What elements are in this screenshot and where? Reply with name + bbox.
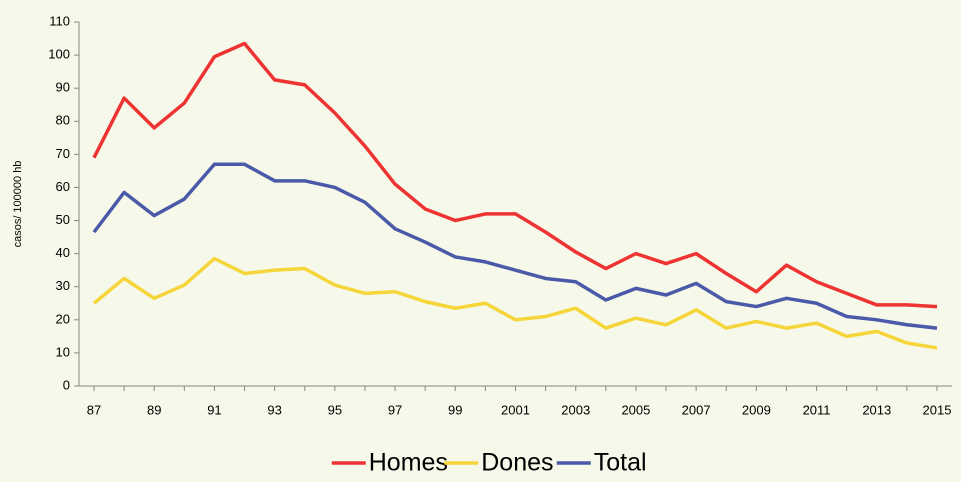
y-tick-label: 30 [56, 278, 70, 293]
legend: Homes Dones Total [331, 449, 647, 477]
x-tick-label: 89 [147, 402, 161, 417]
y-tick-label: 10 [56, 344, 70, 359]
y-tick-label: 110 [49, 13, 70, 28]
y-tick-label: 90 [56, 80, 70, 95]
series-line [92, 41, 938, 309]
series-line [92, 162, 938, 330]
x-tick-label: 2005 [621, 402, 650, 417]
x-tick-label: 2003 [561, 402, 590, 417]
legend-label: Total [594, 449, 647, 477]
x-tick-label: 95 [328, 402, 342, 417]
x-tick-label: 2009 [742, 402, 771, 417]
y-axis-label: casos/ 100000 hb [12, 161, 24, 248]
y-tick-label: 60 [56, 179, 70, 194]
x-tick-label: 2001 [501, 402, 530, 417]
x-tick-label: 2007 [682, 402, 711, 417]
x-tick-label: 87 [87, 402, 101, 417]
x-tick-label: 93 [267, 402, 281, 417]
x-tick-label: 99 [448, 402, 462, 417]
legend-label: Homes [369, 449, 448, 477]
y-tick-label: 80 [56, 113, 70, 128]
x-tick-label: 2011 [803, 402, 831, 417]
legend-label: Dones [481, 449, 553, 477]
x-tick-label: 91 [207, 402, 221, 417]
y-tick-label: 100 [48, 47, 70, 62]
y-tick-label: 50 [56, 212, 70, 227]
x-tick-label: 2013 [862, 402, 891, 417]
x-tick-label: 97 [388, 402, 402, 417]
y-tick-label: 0 [63, 377, 70, 392]
series-line [92, 256, 938, 350]
x-tick-label: 2015 [923, 402, 952, 417]
y-tick-label: 70 [56, 146, 70, 161]
y-tick-label: 20 [56, 311, 70, 326]
y-tick-label: 40 [56, 245, 70, 260]
